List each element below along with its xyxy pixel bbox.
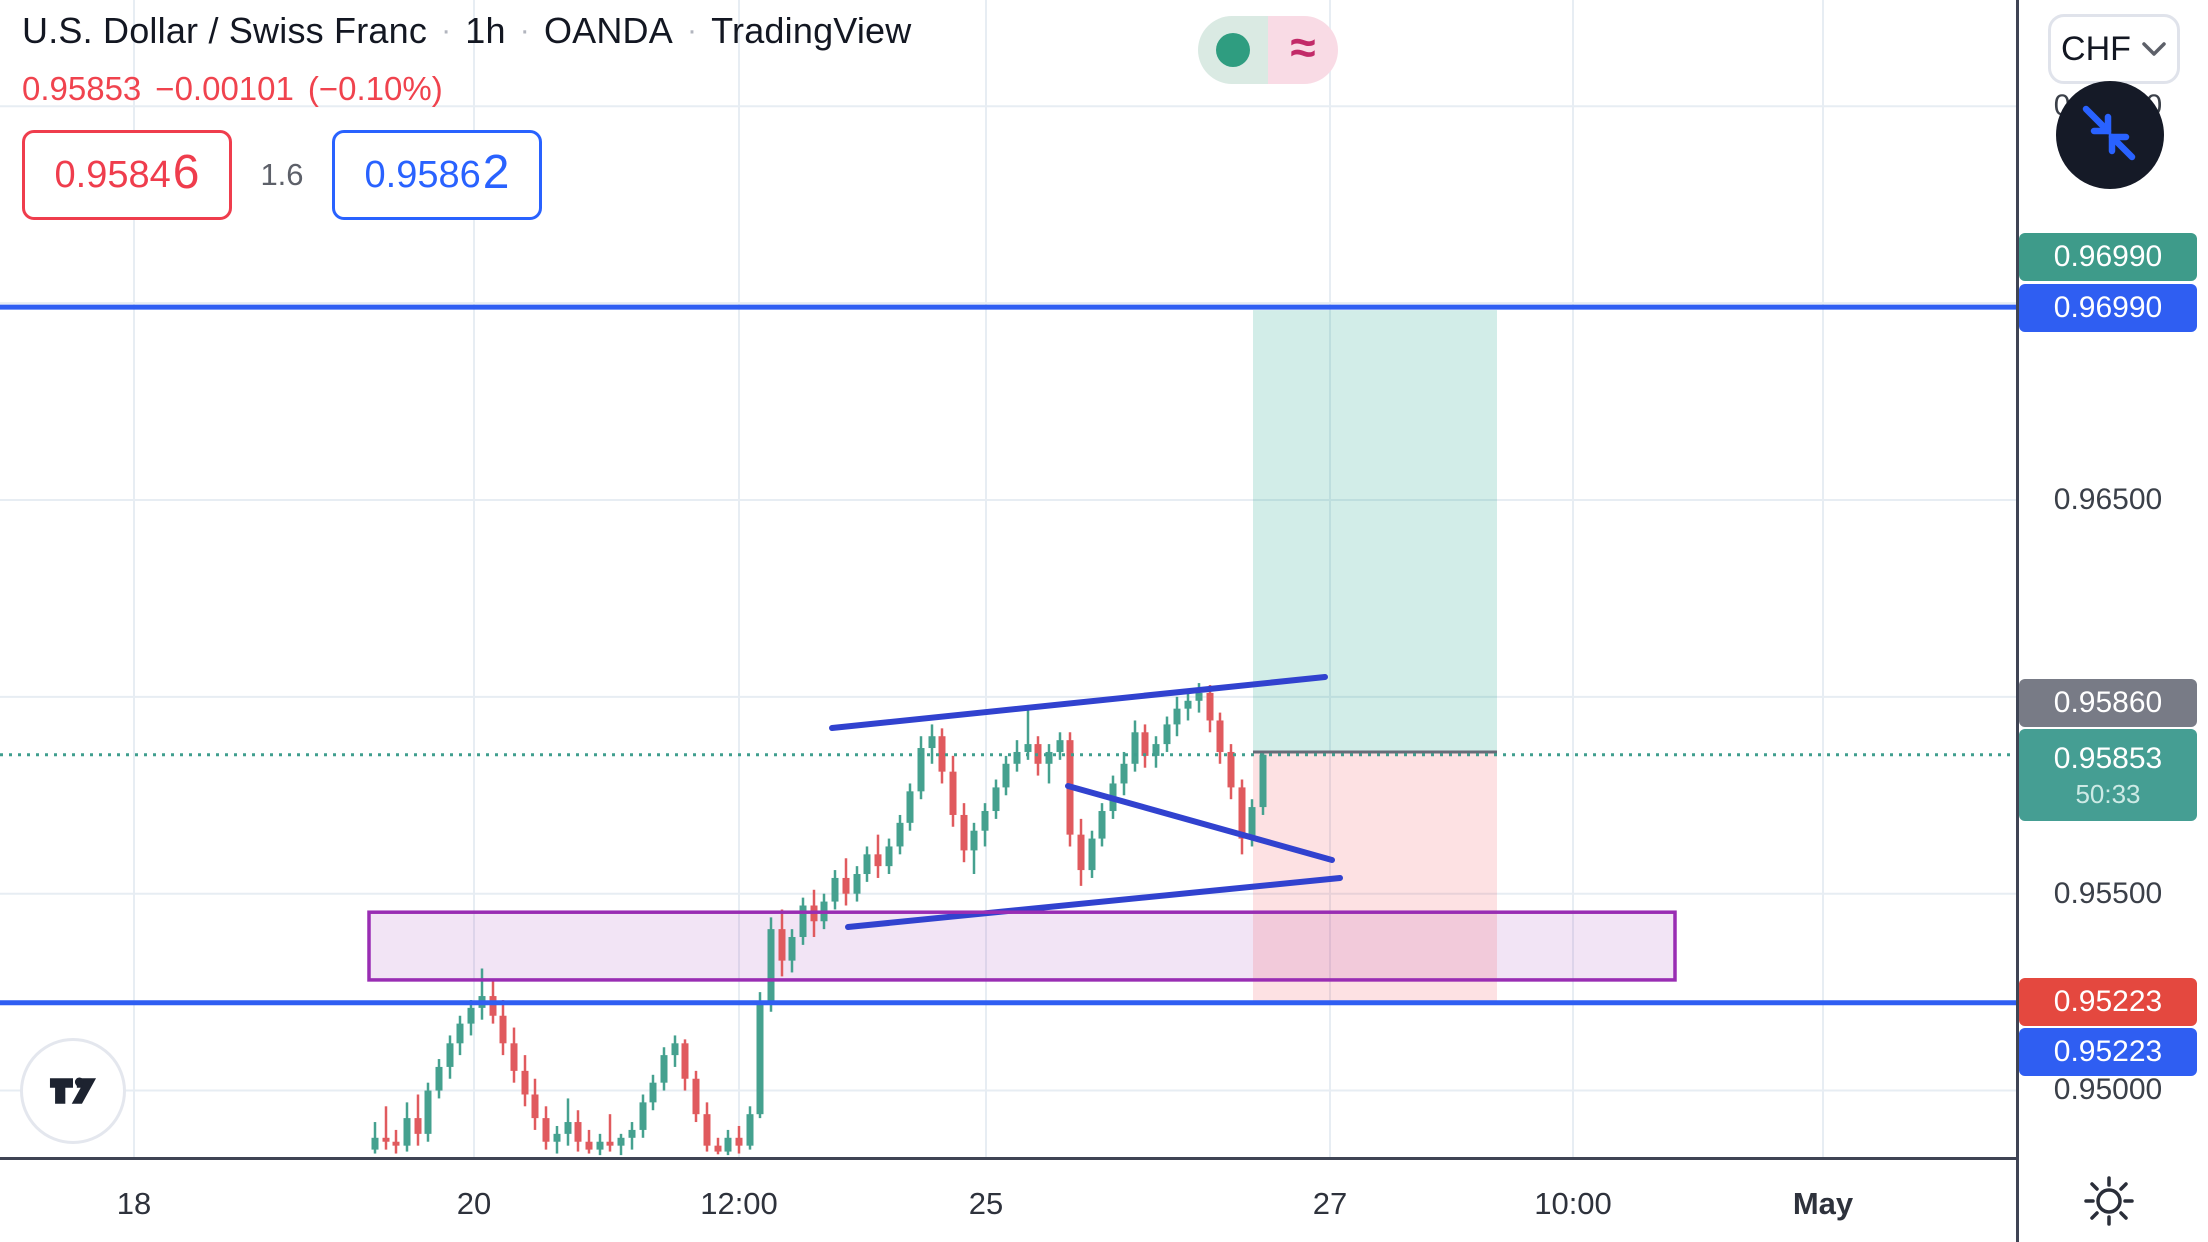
supply-zone-border[interactable] [367,910,1677,982]
currency-selector[interactable]: CHF [2048,14,2180,84]
time-axis-label: 20 [456,1186,492,1221]
candles [371,683,1267,1156]
price-axis-label: 0.95223 [2019,978,2197,1026]
time-axis[interactable]: 18 20 12:00 25 27 10:00 May [0,1160,2016,1242]
long-position-loss-zone[interactable] [1253,751,1497,1003]
price-change-percent: (−0.10%) [307,70,443,107]
price-change-value: −0.00101 [155,70,294,107]
chevron-down-icon [2142,42,2166,56]
green-dot-icon [1198,16,1268,84]
bar-countdown: 50:33 [2075,778,2141,809]
separator-dot: · [441,14,452,47]
brand-label: TradingView [711,10,912,51]
price-axis-label: 0.95223 [2019,1028,2197,1076]
sell-button[interactable]: 0.9584 6 [22,130,232,220]
price-axis-label: 0.95000 [2053,1073,2163,1106]
bid-price: 0.9584 [54,153,171,196]
time-axis-label: May [1792,1186,1854,1221]
supply-zone-fill[interactable] [369,912,1675,980]
last-price-value: 0.95853 [22,70,142,107]
ask-last-digit: 2 [482,146,510,199]
price-axis-label: 0.96990 [2019,284,2197,332]
exchange-label[interactable]: OANDA [543,10,673,51]
price-axis-label: 0.96990 [2019,233,2197,281]
long-position-profit-zone[interactable] [1253,310,1497,752]
grid-lines [0,0,2016,1160]
interval-label[interactable]: 1h [465,10,506,51]
price-axis-label: 0.96500 [2053,483,2163,516]
spread-value: 1.6 [260,157,304,192]
currency-label: CHF [2061,29,2131,68]
collapse-button[interactable] [2056,81,2164,189]
arrows-collapse-icon [2082,105,2136,161]
trendline-drawing[interactable] [845,875,1343,930]
price-change-row: 0.95853 −0.00101 (−0.10%) [22,70,911,108]
tradingview-logo-icon [49,1077,97,1104]
separator-dot: · [686,14,698,47]
price-axis-label: 0.95860 [2019,679,2197,727]
idea-status-pill[interactable]: ≈ [1198,16,1338,84]
symbol-title[interactable]: U.S. Dollar / Swiss Franc · 1h · OANDA ·… [22,10,911,52]
trendline-drawing[interactable] [829,674,1328,731]
time-axis-separator [0,1157,2016,1160]
time-axis-label: 12:00 [700,1186,778,1221]
theme-toggle-button[interactable] [2076,1168,2142,1234]
time-axis-label: 18 [116,1186,152,1221]
time-axis-label: 25 [968,1186,1004,1221]
separator-dot: · [519,14,530,47]
symbol-name[interactable]: U.S. Dollar / Swiss Franc [22,10,428,51]
buy-button[interactable]: 0.9586 2 [332,130,542,220]
candlestick-chart[interactable] [0,0,2016,1160]
price-axis-separator [2016,0,2019,1242]
bid-last-digit: 6 [172,146,200,199]
bid-ask-panel: 0.9584 6 1.6 0.9586 2 [22,130,911,220]
ask-price: 0.9586 [364,153,481,196]
approx-wave-icon: ≈ [1268,16,1338,84]
tradingview-logo[interactable] [20,1038,126,1144]
time-axis-label: 27 [1312,1186,1348,1221]
chart-header: U.S. Dollar / Swiss Franc · 1h · OANDA ·… [22,10,911,220]
price-axis-label: 0.95500 [2053,877,2163,910]
price-axis-label: 0.95853 50:33 [2019,729,2197,821]
time-axis-label: 10:00 [1534,1186,1612,1221]
sun-icon [2084,1176,2134,1226]
trendline-drawing[interactable] [1065,783,1335,863]
